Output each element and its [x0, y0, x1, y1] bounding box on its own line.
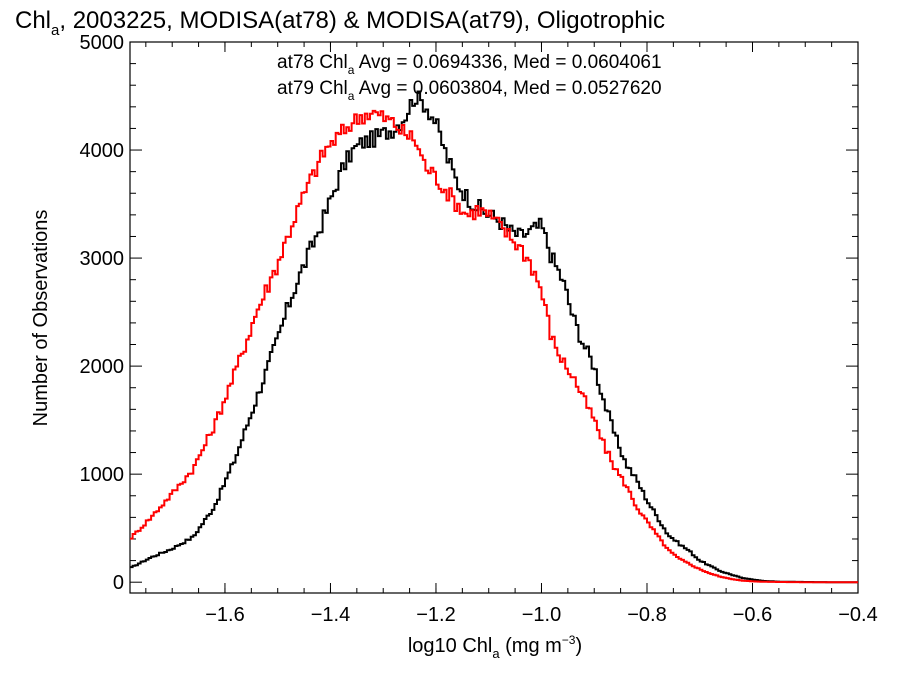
x-axis-label-sup: −3 [562, 633, 576, 647]
x-tick-label-1: −1.4 [311, 604, 350, 626]
y-axis-ticks: 0 1000 2000 3000 4000 5000 [80, 32, 858, 594]
x-axis-label-post: ) [575, 635, 582, 657]
legend-at79-pre: at79 Chl [277, 78, 348, 99]
y-tick-label-2: 2000 [80, 356, 125, 378]
x-axis-ticks: −1.6 −1.4 −1.2 −1.0 −0.8 −0.6 −0.4 [145, 42, 878, 626]
legend: at78 Chla Avg = 0.0694336, Med = 0.06040… [277, 52, 662, 103]
legend-entry-at78: at78 Chla Avg = 0.0694336, Med = 0.06040… [277, 52, 662, 77]
y-tick-label-0: 0 [113, 572, 124, 594]
plot-frame [129, 41, 859, 594]
x-tick-label-0: −1.6 [205, 604, 244, 626]
legend-at79-sub: a [348, 89, 355, 103]
legend-at79-post: Avg = 0.0603804, Med = 0.0527620 [354, 78, 661, 99]
chart-title-post: , 2003225, MODISA(at78) & MODISA(at79), … [59, 7, 665, 34]
y-tick-label-3: 3000 [80, 248, 125, 270]
legend-at78-pre: at78 Chl [277, 52, 348, 73]
y-tick-label-4: 4000 [80, 140, 125, 162]
x-axis-label-sub: a [492, 646, 500, 661]
legend-at78-post: Avg = 0.0694336, Med = 0.0604061 [354, 52, 661, 73]
chart-title: Chla, 2003225, MODISA(at78) & MODISA(at7… [15, 7, 665, 39]
x-tick-label-4: −0.8 [627, 604, 666, 626]
y-tick-label-5: 5000 [80, 32, 125, 54]
x-tick-label-6: −0.4 [838, 604, 877, 626]
x-axis-label-mid: (mg m [500, 635, 562, 657]
legend-at78-sub: a [348, 63, 355, 77]
x-tick-label-5: −0.6 [733, 604, 772, 626]
x-axis-label: log10 Chla (mg m−3) [408, 633, 582, 661]
chart-title-sub: a [51, 22, 60, 39]
x-axis-label-pre: log10 Chl [408, 635, 493, 657]
series-line-at78 [130, 90, 858, 584]
x-tick-label-2: −1.2 [416, 604, 455, 626]
series-line-at79 [130, 109, 858, 584]
chart-title-pre: Chl [15, 7, 51, 34]
y-axis-label: Number of Observations [30, 210, 52, 427]
legend-entry-at79: at79 Chla Avg = 0.0603804, Med = 0.05276… [277, 78, 662, 103]
x-tick-label-3: −1.0 [522, 604, 561, 626]
y-tick-label-1: 1000 [80, 464, 125, 486]
